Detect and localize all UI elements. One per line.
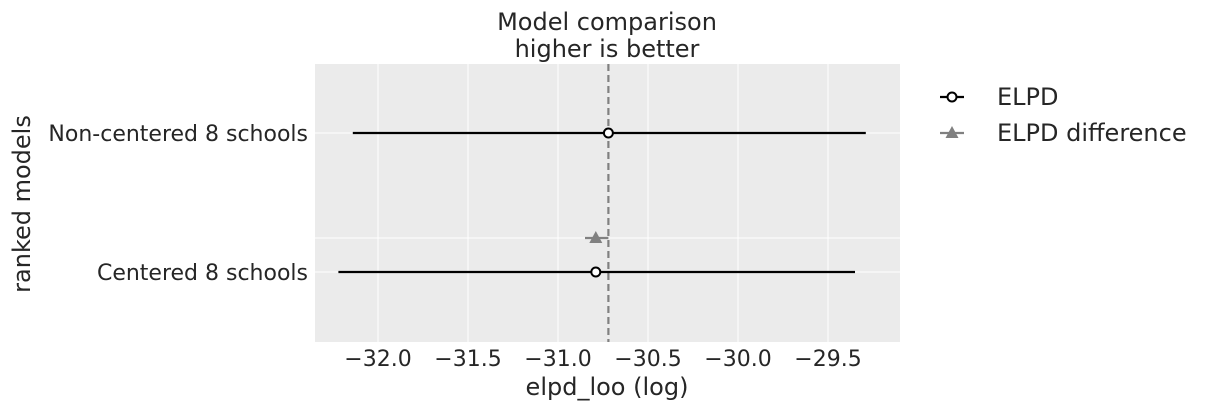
legend-marker-diff xyxy=(945,126,959,138)
x-tick-label: −31.5 xyxy=(434,347,501,372)
elpd-point xyxy=(590,266,602,278)
elpd-difference-marker xyxy=(589,231,603,243)
chart-title-line-1: Model comparison xyxy=(497,8,717,36)
x-axis-ticks: −32.0 −31.5 −31.0 −30.5 −30.0 −29.5 xyxy=(344,347,861,372)
data-marks xyxy=(338,127,866,278)
chart-title-line-2: higher is better xyxy=(515,35,700,63)
legend-label-diff: ELPD difference xyxy=(997,119,1187,147)
x-tick-label: −30.0 xyxy=(704,347,771,372)
x-tick-label: −29.5 xyxy=(794,347,861,372)
x-tick-label: −30.5 xyxy=(614,347,681,372)
legend-label-elpd: ELPD xyxy=(997,83,1059,111)
x-tick-label: −31.0 xyxy=(524,347,591,372)
legend: ELPD ELPD difference xyxy=(940,83,1187,147)
elpd-point xyxy=(602,127,614,139)
y-tick-label: Non-centered 8 schools xyxy=(48,122,308,147)
y-axis-ticks: Non-centered 8 schools Centered 8 schools xyxy=(48,122,308,286)
legend-marker-elpd xyxy=(946,91,958,103)
x-axis-label: elpd_loo (log) xyxy=(526,373,689,401)
x-tick-label: −32.0 xyxy=(344,347,411,372)
y-axis-label: ranked models xyxy=(8,115,36,293)
y-tick-label: Centered 8 schools xyxy=(97,261,308,286)
